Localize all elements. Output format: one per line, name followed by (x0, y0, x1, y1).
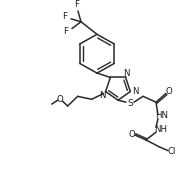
Text: N: N (132, 87, 139, 96)
Text: O: O (166, 87, 172, 96)
Text: S: S (127, 99, 133, 108)
Text: O: O (129, 130, 135, 139)
Text: NH: NH (155, 125, 168, 134)
Text: N: N (123, 69, 130, 78)
Text: Cl: Cl (168, 147, 176, 156)
Text: F: F (74, 0, 80, 9)
Text: F: F (63, 12, 68, 21)
Text: HN: HN (156, 111, 168, 120)
Text: O: O (56, 95, 63, 104)
Text: F: F (63, 27, 69, 36)
Text: N: N (99, 91, 106, 100)
